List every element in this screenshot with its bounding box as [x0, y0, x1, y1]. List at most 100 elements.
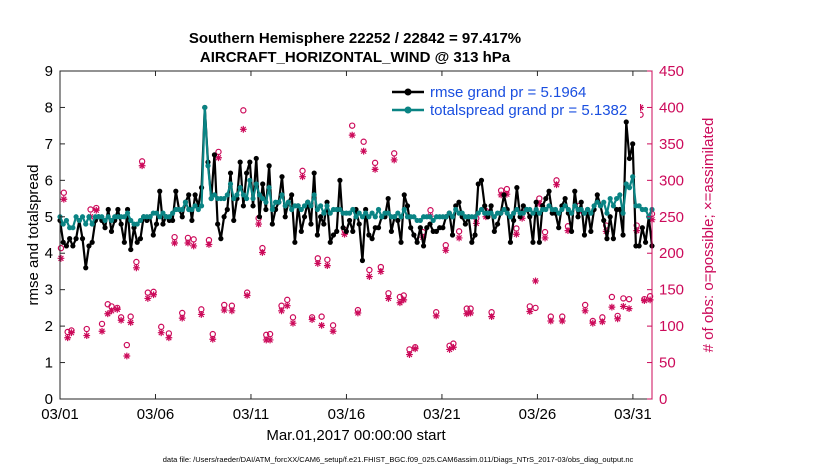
y-right-tick-label-3: 150	[659, 282, 684, 299]
obs-assimilated-point-40	[308, 316, 316, 323]
series-0-point-66	[269, 221, 275, 227]
obs-possible-point-7	[98, 320, 106, 328]
series-0-point-171	[607, 214, 613, 220]
series-0-point-160	[572, 188, 578, 194]
obs-assimilated-point-53	[390, 156, 398, 164]
series-1-point-84	[327, 210, 333, 216]
series-0-point-9	[86, 243, 92, 249]
series-0-point-114	[424, 225, 430, 231]
series-1-point-74	[295, 203, 301, 209]
obs-assimilated-point-83	[581, 307, 589, 315]
obs-assimilated-point-66	[467, 309, 474, 317]
legend-spread-marker	[404, 106, 412, 114]
series-1-point-71	[285, 199, 292, 205]
series-0-point-2	[63, 243, 70, 249]
series-0-point-151	[543, 195, 549, 202]
series-1-point-162	[578, 206, 584, 213]
series-0-point-112	[417, 225, 423, 231]
series-0-point-38	[179, 214, 185, 220]
series-1-point-157	[562, 203, 568, 209]
obs-assimilated-point-20	[171, 239, 178, 247]
series-0-point-32	[160, 221, 166, 227]
obs-assimilated-point-19	[165, 334, 173, 342]
series-1-point-69	[279, 192, 285, 198]
obs-assimilated-point-6	[92, 206, 100, 214]
series-0-point-18	[115, 206, 121, 213]
y-right-tick-label-4: 200	[659, 245, 684, 262]
legend-spread-label: totalspread grand pr = 5.1382	[430, 102, 627, 119]
series-1-point-149	[536, 210, 542, 216]
series-1-point-63	[260, 195, 266, 202]
obs-possible-point-1	[60, 189, 68, 196]
series-1-point-4	[70, 225, 76, 231]
y-right-tick-label-9: 450	[659, 63, 684, 80]
series-0-point-41	[189, 217, 195, 224]
series-0-point-152	[546, 188, 552, 194]
series-1-point-42	[192, 203, 198, 209]
series-0-point-177	[626, 155, 633, 162]
series-0-point-131	[478, 177, 485, 183]
series-0-point-141	[511, 217, 517, 224]
series-1-point-58	[244, 195, 250, 202]
series-0-point-115	[427, 221, 433, 227]
series-1-point-93	[356, 210, 362, 216]
series-0-point-103	[388, 228, 394, 234]
series-0-point-84	[327, 239, 333, 245]
x-axis: 03/01 03/06 03/11 03/16 03/21 03/26 03/31	[41, 71, 652, 423]
obs-assimilated-point-26	[209, 335, 217, 343]
series-layer	[57, 104, 655, 271]
series-1-point-134	[488, 210, 494, 216]
series-0-point-106	[398, 239, 404, 245]
series-0-point-57	[240, 203, 246, 209]
series-1-point-99	[375, 206, 382, 213]
series-0-point-72	[289, 192, 295, 198]
obs-assimilated-point-30	[239, 125, 247, 133]
obs-possible-point-0	[57, 244, 65, 252]
series-0-point-142	[514, 185, 520, 191]
series-1-point-21	[124, 210, 131, 216]
footer-datafile: data file: /Users/raeder/DAI/ATM_forcXX/…	[163, 455, 634, 464]
series-0-point-40	[186, 192, 192, 198]
series-0-point-95	[363, 206, 369, 213]
obs-possible-point-89	[620, 295, 627, 302]
obs-assimilated-point-74	[526, 308, 534, 315]
series-0-point-140	[507, 239, 514, 245]
series-0-point-135	[491, 228, 497, 234]
series-1-point-24	[134, 221, 140, 227]
series-0-point-29	[150, 232, 156, 238]
series-1-point-46	[205, 163, 211, 169]
series-0-point-31	[157, 188, 163, 194]
obs-assimilated-point-22	[184, 239, 192, 247]
series-0-point-132	[482, 203, 488, 209]
series-1-point-91	[350, 206, 356, 213]
series-1-point-120	[443, 214, 449, 220]
series-1-point-176	[623, 181, 629, 187]
obs-assimilated-point-24	[197, 311, 205, 318]
series-0-point-15	[105, 206, 111, 213]
series-0-point-16	[108, 228, 115, 234]
series-1-point-64	[263, 199, 269, 205]
y-right-tick-label-8: 400	[659, 99, 684, 116]
series-1-point-182	[642, 206, 649, 213]
series-0-point-148	[533, 199, 539, 205]
series-1-point-28	[147, 214, 153, 220]
y-axis-label: rmse and totalspread	[25, 165, 42, 306]
series-1-point-54	[231, 195, 237, 202]
series-0-point-111	[414, 239, 420, 245]
series-1-point-48	[211, 192, 218, 198]
series-0-point-91	[350, 228, 356, 234]
obs-assimilated-point-93	[640, 297, 648, 304]
obs-possible-point-30	[240, 107, 247, 114]
series-0-point-129	[472, 232, 478, 238]
obs-assimilated-point-49	[365, 273, 373, 280]
series-0-point-5	[73, 236, 79, 242]
obs-assimilated-point-63	[449, 343, 457, 351]
series-1-point-77	[305, 199, 311, 205]
series-1-point-129	[472, 214, 478, 220]
series-1-point-72	[289, 206, 295, 213]
series-1-point-140	[507, 214, 514, 220]
obs-assimilated-point-71	[503, 190, 511, 198]
series-0-point-155	[556, 225, 562, 231]
series-1-point-6	[76, 217, 82, 224]
series-0-point-59	[247, 159, 253, 165]
